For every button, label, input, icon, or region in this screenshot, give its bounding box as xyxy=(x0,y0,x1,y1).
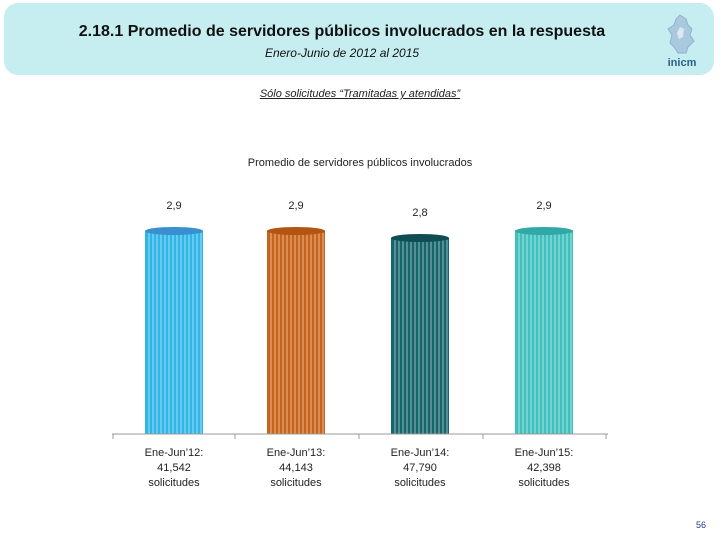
logo-text: inicm xyxy=(667,57,697,69)
category-label-3: Ene-Jun’14: 47,790 solicitudes xyxy=(391,447,450,489)
bar-1-stripes xyxy=(148,233,202,434)
bar-4 xyxy=(515,231,573,434)
bar-1 xyxy=(145,231,203,434)
bar-4-cap xyxy=(515,227,573,235)
bar-3-stripes xyxy=(394,240,448,434)
bar-2-cap xyxy=(267,227,325,235)
bar-3 xyxy=(391,238,449,434)
value-label-4: 2,9 xyxy=(536,200,551,212)
page-number: 56 xyxy=(695,520,706,530)
page-title: 2.18.1 Promedio de servidores públicos i… xyxy=(78,23,606,40)
bar-4-stripes xyxy=(518,233,572,434)
filter-note: Sólo solicitudes “Tramitadas y atendidas… xyxy=(259,88,461,100)
bar-3-cap xyxy=(391,234,449,242)
header-banner: 2.18.1 Promedio de servidores públicos i… xyxy=(4,3,714,75)
page-subtitle: Enero-Junio de 2012 al 2015 xyxy=(264,46,420,60)
chart-title: Promedio de servidores públicos involucr… xyxy=(248,157,473,169)
category-label-4: Ene-Jun’15: 42,398 solicitudes xyxy=(515,447,574,489)
value-label-3: 2,8 xyxy=(412,207,427,219)
map-silhouette-icon xyxy=(667,14,695,54)
value-label-1: 2,9 xyxy=(166,200,181,212)
bar-1-cap xyxy=(145,227,203,235)
category-label-2: Ene-Jun’13: 44,143 solicitudes xyxy=(267,447,326,489)
bar-2 xyxy=(267,231,325,434)
category-label-1: Ene-Jun’12: 41,542 solicitudes xyxy=(145,447,204,489)
bar-2-stripes xyxy=(270,233,324,434)
institution-logo: inicm xyxy=(658,13,706,75)
value-label-2: 2,9 xyxy=(288,200,303,212)
